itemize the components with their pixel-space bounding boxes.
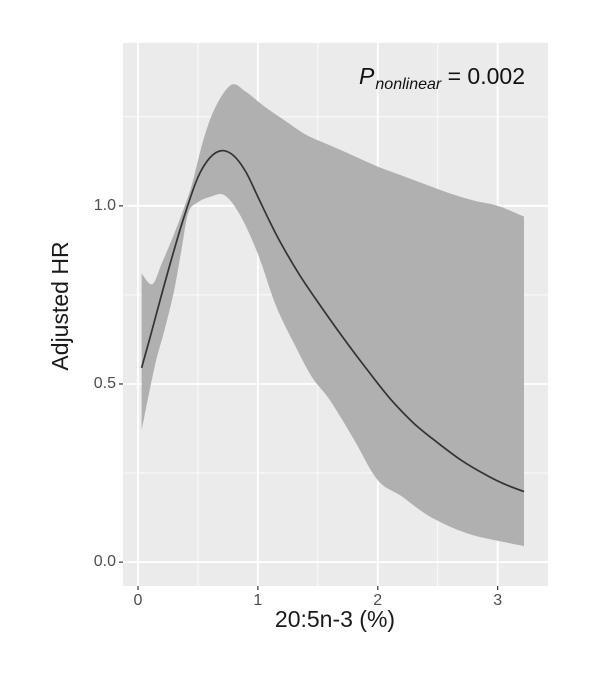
y-axis-title: Adjusted HR	[47, 241, 73, 371]
adjusted-hr-curve	[140, 149, 525, 493]
confidence-band	[141, 84, 524, 547]
p-subscript-text: nonlinear	[375, 76, 442, 93]
p-value-text: = 0.002	[441, 63, 525, 89]
p-symbol-text: P	[359, 63, 375, 89]
x-axis-title: 20:5n-3 (%)	[274, 606, 396, 632]
p-nonlinear-annotation: Pnonlinear = 0.002	[359, 62, 525, 94]
